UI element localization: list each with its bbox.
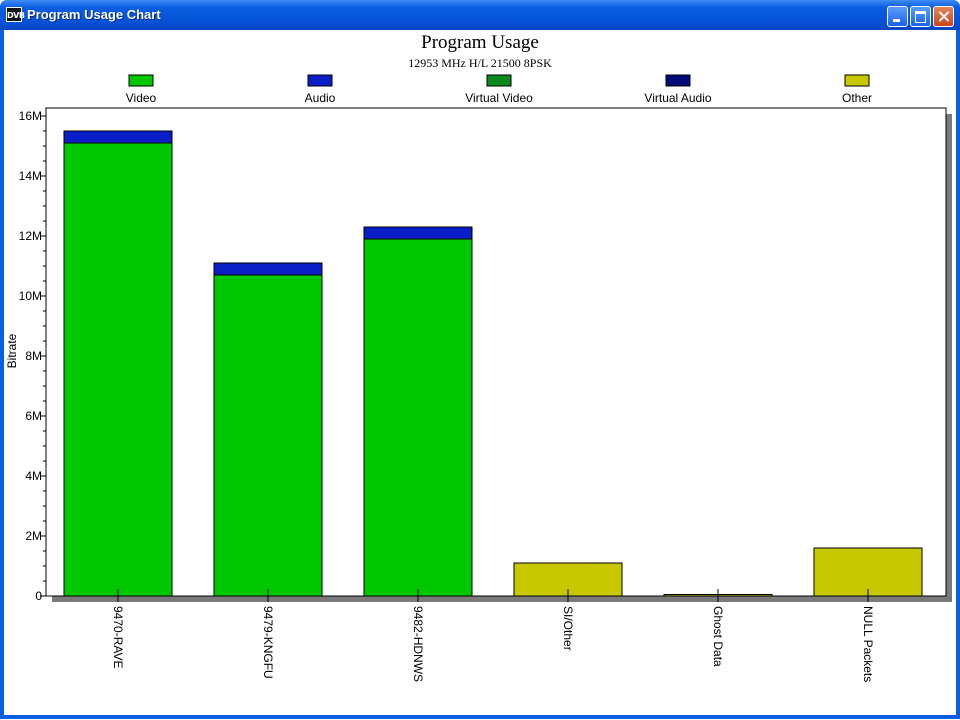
legend-label-video: Video [126,91,157,105]
legend-swatch-other [844,74,870,87]
bar-video-0 [63,142,173,597]
bar-audio-0 [63,130,173,144]
x-tick-label: 9482-HDNWS [411,606,425,682]
y-tick-label: 6M [25,409,42,423]
y-axis-label: Bitrate [5,333,19,368]
bar-audio-1 [213,262,323,276]
bar-video-1 [213,274,323,597]
y-tick-label: 16M [19,109,42,123]
maximize-button[interactable] [910,6,931,27]
plot-frame [45,107,947,597]
y-tick-label: 8M [25,349,42,363]
bar-video-2 [363,238,473,597]
chart-subtitle: 12953 MHz H/L 21500 8PSK [408,56,552,70]
legend-swatch-virtual-video [486,74,512,87]
legend-label-audio: Audio [305,91,336,105]
legend-label-other: Other [842,91,872,105]
x-tick-label: NULL Packets [861,606,875,682]
chart-legend: Video Audio Virtual Video Virtual Audio Othe… [126,74,872,105]
legend-swatch-video [128,74,154,87]
y-tick-label: 12M [19,229,42,243]
x-tick-label: SI/Other [561,606,575,651]
window-title: Program Usage Chart [27,7,161,22]
y-tick-label: 4M [25,469,42,483]
y-tick-label: 2M [25,529,42,543]
x-tick-label: 9479-KNGFU [261,606,275,679]
x-tick-label: Ghost Data [711,606,725,667]
legend-label-virtual-audio: Virtual Audio [644,91,711,105]
bar-other-5 [813,547,923,597]
close-button[interactable] [933,6,954,27]
dvb-app-icon[interactable]: DVB [6,7,25,22]
program-usage-chart: Program Usage 12953 MHz H/L 21500 8PSK B… [5,32,952,682]
y-tick-label: 0 [35,589,42,603]
x-tick-label: 9470-RAVE [111,606,125,668]
chart-area: Program Usage 12953 MHz H/L 21500 8PSK B… [4,30,956,715]
y-tick-label: 10M [19,289,42,303]
bar-audio-2 [363,226,473,240]
chart-title: Program Usage [421,32,539,53]
plot-area: 0 2M 4M 6M 8M 10M 12M 14M 16M 9470-RAVE 9479-KNGFU… [19,107,952,682]
title-bar[interactable]: DVB Program Usage Chart [0,0,960,30]
minimize-button[interactable] [887,6,908,27]
legend-swatch-audio [307,74,333,87]
legend-swatch-virtual-audio [665,74,691,87]
legend-label-virtual-video: Virtual Video [465,91,533,105]
y-tick-label: 14M [19,169,42,183]
